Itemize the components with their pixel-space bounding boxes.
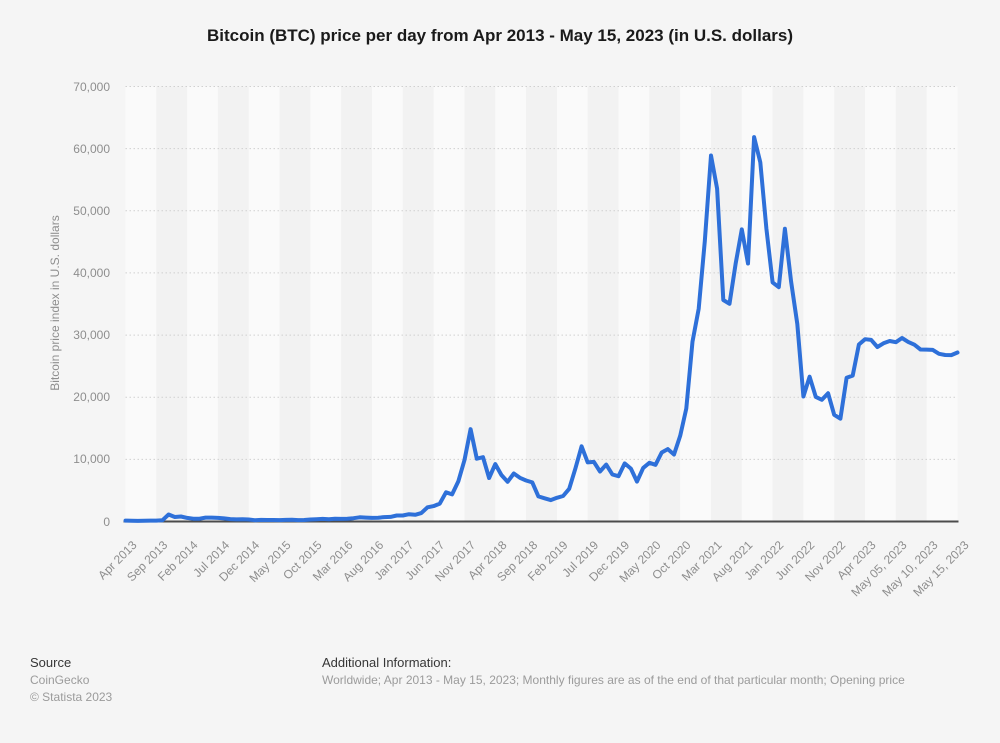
y-tick-label: 0 [103, 514, 110, 529]
plot-band [372, 86, 403, 522]
plot-band [187, 86, 218, 522]
plot-band [895, 86, 927, 522]
plot-band [587, 86, 619, 522]
y-tick-label: 30,000 [73, 328, 110, 343]
price-line [123, 135, 960, 523]
chart-title: Bitcoin (BTC) price per day from Apr 201… [206, 26, 794, 45]
plot-band [279, 86, 311, 522]
additional-info-label: Additional Information: [322, 655, 452, 670]
additional-info-text: Worldwide; Apr 2013 - May 15, 2023; Mont… [322, 673, 905, 687]
plot-band [495, 86, 527, 522]
plot-band [526, 86, 557, 522]
plot-band [156, 86, 188, 522]
y-tick-label: 60,000 [73, 141, 110, 156]
plot-band [464, 86, 496, 522]
plot-band [680, 86, 711, 522]
y-tick-label: 20,000 [73, 390, 110, 405]
plot-band [618, 86, 650, 522]
plot-band [310, 86, 342, 522]
plot-band [556, 86, 588, 522]
plot-band [834, 86, 866, 522]
plot-band [649, 86, 681, 522]
plot-band [125, 86, 157, 522]
y-tick-label: 40,000 [73, 265, 110, 280]
plot-band [248, 86, 280, 522]
plot-band [433, 86, 465, 522]
plot-band [741, 86, 773, 522]
y-tick-label: 10,000 [73, 452, 110, 467]
plot-band [865, 86, 896, 522]
plot-band [217, 86, 249, 522]
plot-band [803, 86, 835, 522]
plot-band [341, 86, 373, 522]
plot-band [402, 86, 434, 522]
source-label: Source [30, 655, 72, 670]
source-name: CoinGecko [30, 673, 90, 687]
plot-band [926, 86, 958, 522]
y-tick-label: 50,000 [73, 203, 110, 218]
copyright-notice: © Statista 2023 [30, 690, 113, 704]
plot-band [772, 86, 804, 522]
y-tick-label: 70,000 [73, 79, 110, 94]
